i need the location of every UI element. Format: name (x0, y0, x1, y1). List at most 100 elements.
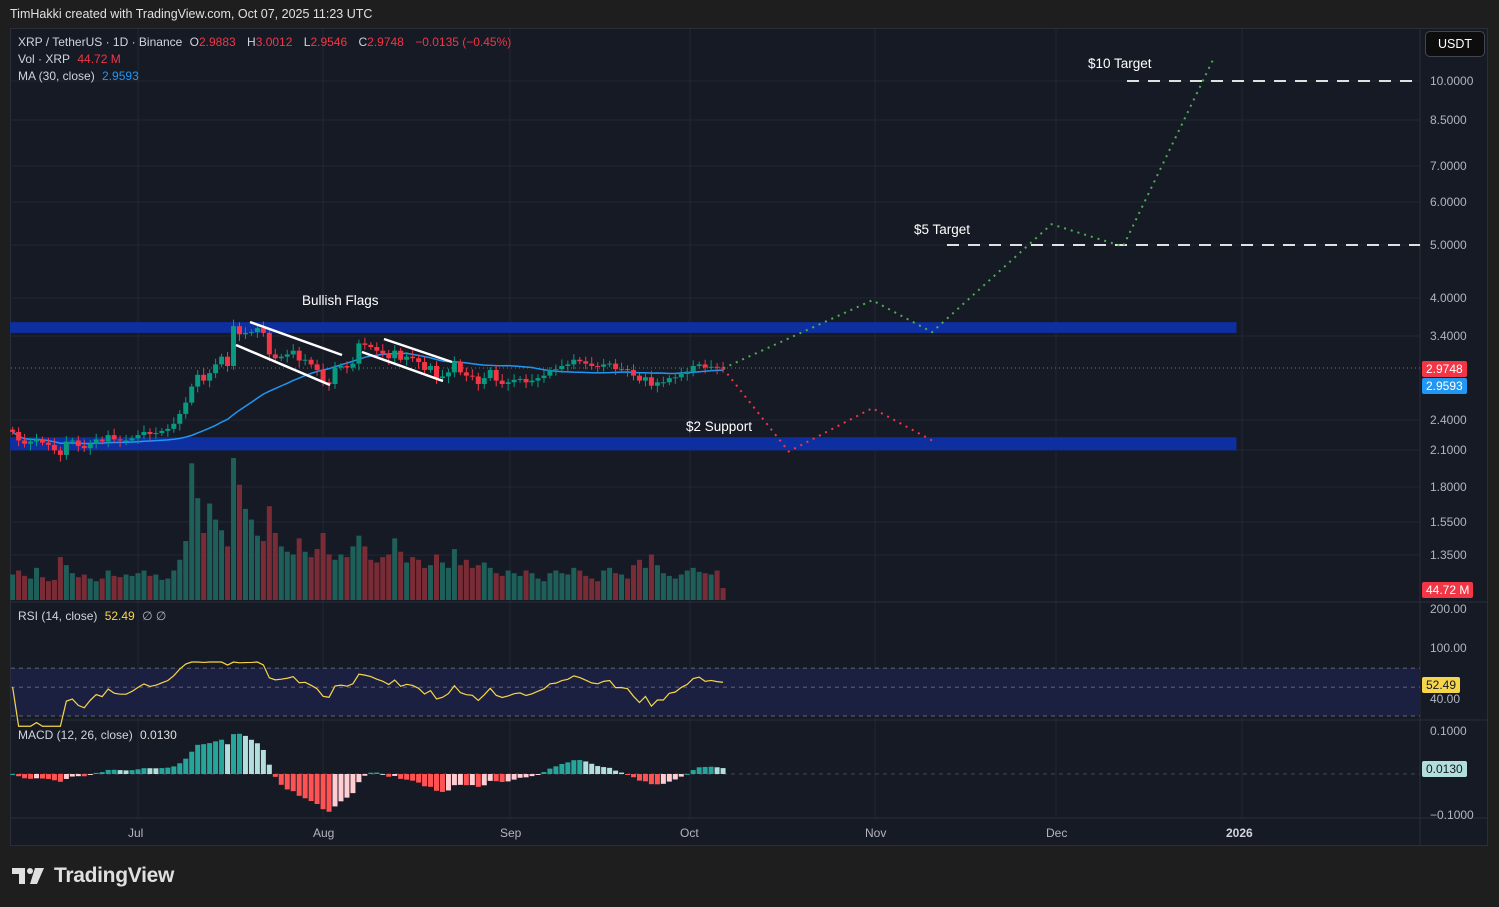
high-value: 3.0012 (255, 35, 293, 49)
time-axis-label: 2026 (1226, 826, 1253, 840)
volume-bar (28, 578, 34, 600)
macd-histogram-bar (129, 770, 135, 774)
candle-body (499, 380, 505, 384)
candle-body (475, 376, 481, 384)
price-axis-label: 3.4000 (1430, 329, 1467, 343)
annotation-target-5: $5 Target (914, 222, 971, 237)
candle-body (201, 374, 207, 381)
volume-bar (720, 588, 726, 600)
volume-bar (81, 574, 87, 600)
candle-body (463, 372, 469, 376)
macd-histogram-bar (16, 774, 22, 777)
candle-body (505, 382, 511, 384)
volume-bar (296, 538, 302, 600)
volume-bar (10, 574, 16, 600)
macd-label[interactable]: MACD (12, 26, close) (18, 728, 133, 742)
macd-histogram-bar (201, 744, 207, 774)
candle-body (183, 402, 189, 414)
volume-bar (398, 551, 404, 600)
volume-bar (189, 463, 195, 600)
macd-histogram-bar (672, 774, 678, 780)
candle-body (660, 382, 666, 384)
macd-histogram-bar (439, 774, 445, 792)
volume-bar (714, 570, 720, 600)
volume-bar (165, 578, 171, 600)
macd-histogram-bar (565, 762, 571, 774)
candle-body (445, 372, 451, 377)
macd-histogram-bar (69, 774, 75, 777)
volume-bar (236, 484, 242, 600)
macd-histogram-bar (290, 774, 296, 792)
candle-body (39, 439, 45, 443)
volume-bar (672, 578, 678, 600)
volume-bar (702, 573, 708, 600)
macd-histogram-bar (57, 774, 63, 782)
candle-body (547, 369, 553, 376)
low-value: 2.9546 (310, 35, 348, 49)
volume-bar (416, 559, 422, 600)
volume-bar (135, 573, 141, 600)
macd-histogram-bar (422, 774, 428, 787)
volume-bar (159, 579, 165, 600)
candle-body (231, 326, 237, 366)
candle-body (565, 364, 571, 366)
macd-histogram-bar (39, 774, 45, 779)
candle-body (511, 379, 517, 383)
ma-label[interactable]: MA (30, close) (18, 69, 95, 83)
candle-body (141, 431, 147, 436)
macd-histogram-bar (493, 774, 499, 782)
currency-button[interactable]: USDT (1425, 31, 1485, 57)
candle-body (207, 373, 213, 381)
brand-name: TradingView (54, 864, 175, 887)
macd-histogram-bar (475, 774, 481, 787)
volume-bar (231, 457, 237, 600)
volume-bar (308, 557, 314, 600)
symbol-name[interactable]: XRP / TetherUS · 1D · Binance (18, 35, 183, 49)
volume-label[interactable]: Vol · XRP (18, 52, 71, 66)
macd-histogram-bar (720, 768, 726, 774)
candle-body (213, 364, 219, 374)
macd-histogram-bar (326, 774, 332, 812)
candle-body (392, 350, 398, 359)
rsi-label[interactable]: RSI (14, close) (18, 609, 98, 623)
price-axis-label: 1.3500 (1430, 548, 1467, 562)
macd-histogram-bar (708, 766, 714, 774)
volume-bar (153, 574, 159, 600)
macd-histogram-bar (99, 772, 105, 774)
support-resistance-zone (10, 322, 1237, 333)
volume-bar (445, 567, 451, 600)
candle-body (356, 343, 362, 364)
macd-histogram-bar (613, 770, 619, 774)
volume-bar (225, 546, 231, 600)
volume-bar (350, 546, 356, 600)
volume-bar (535, 578, 541, 600)
annotation-support: $2 Support (686, 419, 753, 434)
price-axis-label: 1.8000 (1430, 480, 1467, 494)
candle-body (28, 441, 34, 444)
rsi-band (11, 668, 1420, 716)
macd-histogram-bar (428, 774, 434, 787)
volume-bar (463, 559, 469, 600)
macd-histogram-bar (517, 774, 523, 778)
volume-bar (565, 574, 571, 600)
candle-body (308, 359, 314, 365)
candle-body (422, 362, 428, 370)
volume-bar (344, 557, 350, 600)
candle-body (51, 444, 57, 451)
ma-price-tag: 2.9593 (1422, 378, 1467, 394)
rsi-extra: ∅ ∅ (142, 609, 167, 623)
macd-histogram-bar (135, 769, 141, 774)
volume-bar (111, 575, 117, 600)
volume-bar (207, 503, 213, 600)
volume-bar (559, 573, 565, 600)
low-label: L (303, 35, 311, 49)
candle-body (135, 435, 141, 439)
open-value: 2.9883 (198, 35, 236, 49)
tradingview-logo[interactable]: TradingView (12, 864, 174, 888)
price-axis-label: 1.5500 (1430, 515, 1467, 529)
macd-histogram-bar (159, 768, 165, 774)
candle-body (195, 374, 201, 387)
volume-bar (51, 579, 57, 600)
volume-bar (619, 574, 625, 600)
